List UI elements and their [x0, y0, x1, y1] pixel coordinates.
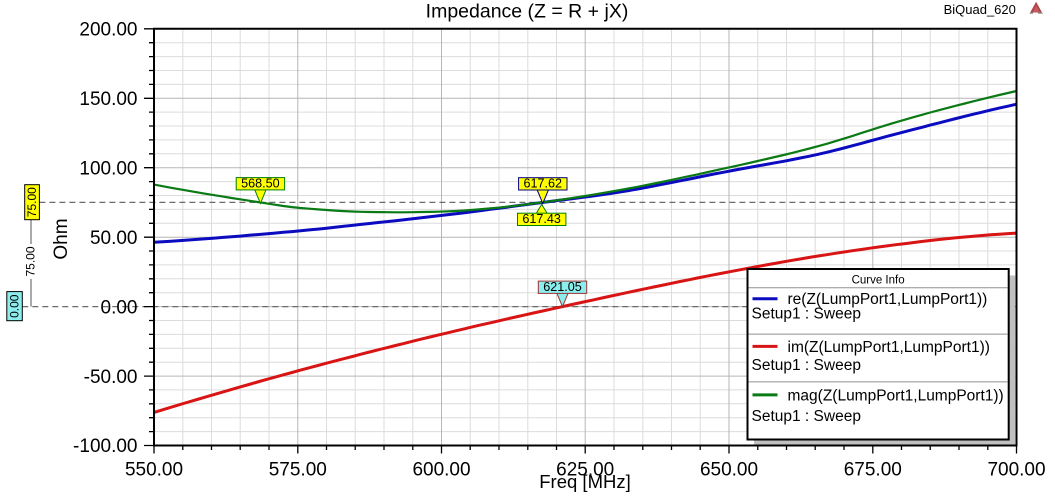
svg-text:50.00: 50.00	[90, 228, 138, 249]
svg-text:575.00: 575.00	[269, 460, 327, 481]
svg-text:617.62: 617.62	[524, 177, 563, 191]
svg-text:Impedance (Z = R + jX): Impedance (Z = R + jX)	[426, 0, 629, 22]
svg-text:Setup1 : Sweep: Setup1 : Sweep	[752, 306, 861, 323]
svg-text:617.43: 617.43	[522, 212, 561, 226]
svg-text:75.00: 75.00	[25, 187, 39, 217]
svg-text:75.00: 75.00	[24, 246, 38, 276]
svg-text:0.00: 0.00	[8, 294, 22, 318]
svg-text:Ohm: Ohm	[51, 218, 72, 259]
svg-text:700.00: 700.00	[987, 460, 1045, 481]
svg-text:Setup1 : Sweep: Setup1 : Sweep	[752, 408, 861, 425]
svg-text:-100.00: -100.00	[73, 436, 137, 457]
svg-text:Curve Info: Curve Info	[852, 274, 905, 286]
svg-text:568.50: 568.50	[241, 177, 280, 191]
svg-text:550.00: 550.00	[125, 460, 183, 481]
svg-text:621.05: 621.05	[543, 280, 582, 294]
svg-text:200.00: 200.00	[79, 20, 137, 41]
svg-text:re(Z(LumpPort1,LumpPort1)): re(Z(LumpPort1,LumpPort1))	[788, 291, 988, 308]
svg-text:150.00: 150.00	[79, 89, 137, 110]
svg-text:mag(Z(LumpPort1,LumpPort1)): mag(Z(LumpPort1,LumpPort1))	[788, 387, 1004, 404]
svg-text:-50.00: -50.00	[84, 367, 138, 388]
svg-text:600.00: 600.00	[412, 460, 470, 481]
svg-text:im(Z(LumpPort1,LumpPort1)): im(Z(LumpPort1,LumpPort1))	[788, 339, 990, 356]
svg-text:100.00: 100.00	[79, 158, 137, 179]
svg-text:625.00: 625.00	[556, 460, 614, 481]
svg-text:650.00: 650.00	[700, 460, 758, 481]
svg-text:0.00: 0.00	[101, 297, 138, 318]
svg-text:Setup1 : Sweep: Setup1 : Sweep	[752, 357, 861, 374]
svg-text:BiQuad_620: BiQuad_620	[944, 2, 1016, 17]
svg-text:675.00: 675.00	[844, 460, 902, 481]
svg-text:Freq [MHz]: Freq [MHz]	[539, 471, 630, 492]
